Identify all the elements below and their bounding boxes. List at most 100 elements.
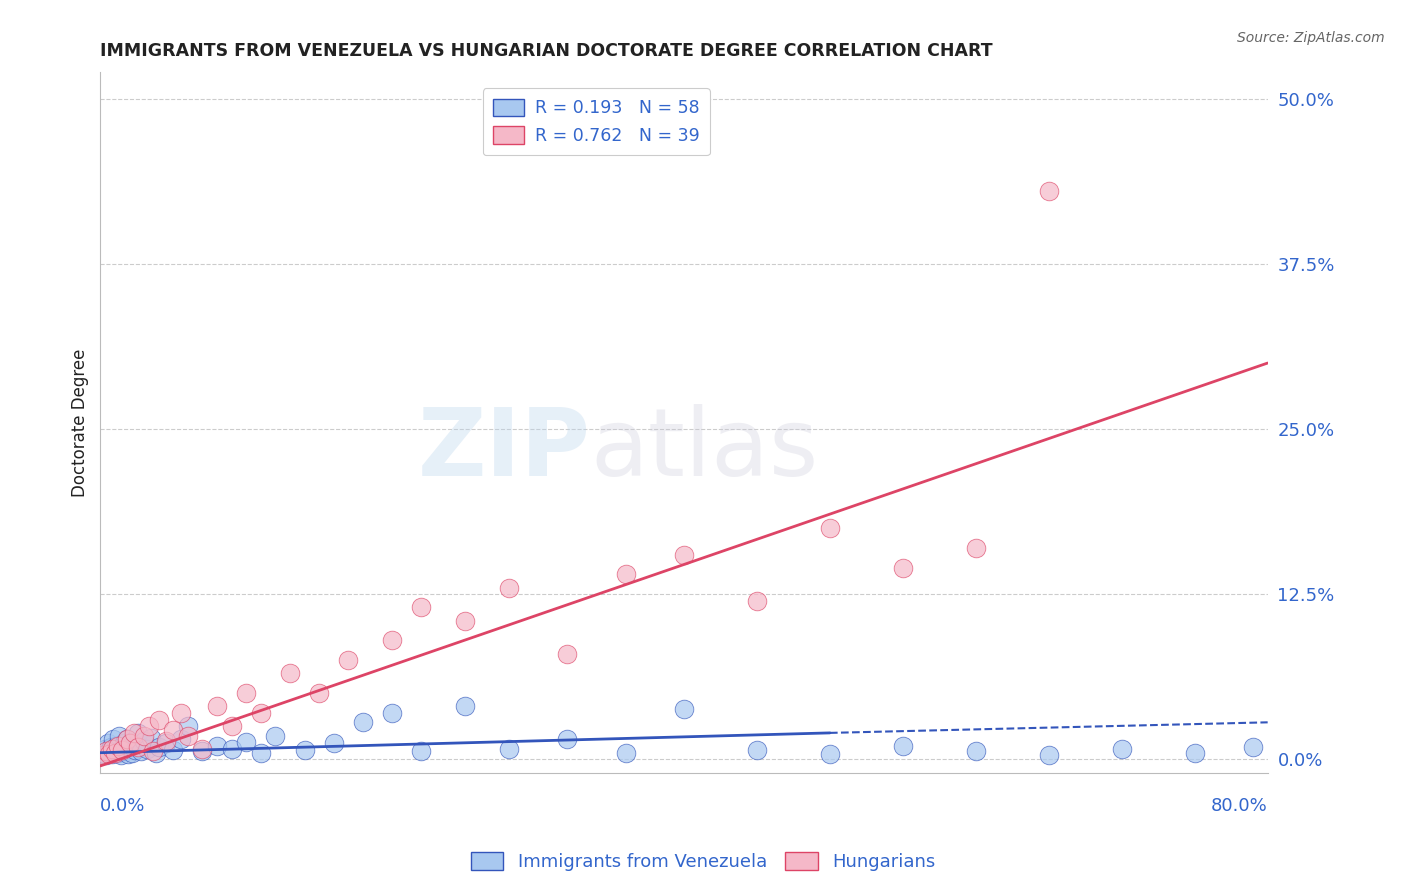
Legend: Immigrants from Venezuela, Hungarians: Immigrants from Venezuela, Hungarians <box>464 845 942 879</box>
Point <box>111 744 134 758</box>
Point <box>337 653 360 667</box>
Point <box>235 735 257 749</box>
Point <box>264 729 287 743</box>
Point <box>411 600 433 615</box>
Point <box>205 699 228 714</box>
Point <box>91 748 114 763</box>
Point <box>138 719 160 733</box>
Point <box>250 706 273 720</box>
Point <box>114 741 136 756</box>
Point <box>110 748 132 763</box>
Point <box>105 739 128 753</box>
Text: IMMIGRANTS FROM VENEZUELA VS HUNGARIAN DOCTORATE DEGREE CORRELATION CHART: IMMIGRANTS FROM VENEZUELA VS HUNGARIAN D… <box>100 42 993 60</box>
Point <box>121 746 143 760</box>
Point <box>111 743 134 757</box>
Point <box>155 734 177 748</box>
Point <box>98 744 121 758</box>
Point <box>162 723 184 738</box>
Point <box>129 744 152 758</box>
Point <box>322 736 344 750</box>
Point <box>169 706 191 720</box>
Point <box>148 713 170 727</box>
Point <box>177 719 200 733</box>
Point <box>96 744 118 758</box>
Text: 80.0%: 80.0% <box>1211 797 1268 815</box>
Point <box>818 747 841 761</box>
Point <box>127 740 149 755</box>
Point <box>98 747 121 761</box>
Point <box>93 741 115 756</box>
Point <box>1241 740 1264 755</box>
Point <box>118 740 141 755</box>
Point <box>454 699 477 714</box>
Point <box>103 732 125 747</box>
Point <box>454 614 477 628</box>
Point <box>104 743 127 757</box>
Point <box>1038 184 1060 198</box>
Point <box>672 548 695 562</box>
Point <box>122 726 145 740</box>
Y-axis label: Doctorate Degree: Doctorate Degree <box>72 348 89 497</box>
Point <box>250 746 273 760</box>
Point <box>107 746 129 760</box>
Point <box>97 736 120 750</box>
Text: atlas: atlas <box>591 404 818 497</box>
Point <box>1038 748 1060 763</box>
Point <box>91 746 114 760</box>
Text: ZIP: ZIP <box>418 404 591 497</box>
Point <box>745 743 768 757</box>
Point <box>117 747 139 761</box>
Text: 0.0%: 0.0% <box>100 797 146 815</box>
Legend: R = 0.193   N = 58, R = 0.762   N = 39: R = 0.193 N = 58, R = 0.762 N = 39 <box>482 88 710 155</box>
Point <box>134 729 156 743</box>
Point <box>136 741 159 756</box>
Point <box>148 740 170 755</box>
Point <box>381 633 404 648</box>
Point <box>177 729 200 743</box>
Point <box>205 739 228 753</box>
Point <box>134 734 156 748</box>
Point <box>1184 746 1206 760</box>
Point <box>352 715 374 730</box>
Text: Source: ZipAtlas.com: Source: ZipAtlas.com <box>1237 31 1385 45</box>
Point <box>555 732 578 747</box>
Point <box>107 739 129 753</box>
Point <box>104 746 127 760</box>
Point <box>294 743 316 757</box>
Point <box>115 732 138 747</box>
Point <box>891 561 914 575</box>
Point <box>965 541 987 555</box>
Point <box>100 740 122 755</box>
Point <box>115 732 138 747</box>
Point <box>555 647 578 661</box>
Point <box>745 594 768 608</box>
Point <box>965 744 987 758</box>
Point <box>101 747 124 761</box>
Point <box>498 581 520 595</box>
Point <box>118 736 141 750</box>
Point <box>155 736 177 750</box>
Point <box>614 567 637 582</box>
Point <box>145 746 167 760</box>
Point <box>141 731 163 746</box>
Point <box>221 741 243 756</box>
Point <box>614 746 637 760</box>
Point <box>1111 741 1133 756</box>
Point <box>120 735 142 749</box>
Point <box>191 741 214 756</box>
Point <box>125 738 148 752</box>
Point <box>112 736 135 750</box>
Point <box>162 743 184 757</box>
Point <box>818 521 841 535</box>
Point <box>127 726 149 740</box>
Point <box>381 706 404 720</box>
Point <box>142 744 165 758</box>
Point <box>169 732 191 747</box>
Point <box>101 741 124 756</box>
Point <box>891 739 914 753</box>
Point <box>278 666 301 681</box>
Point <box>191 744 214 758</box>
Point <box>108 729 131 743</box>
Point <box>498 741 520 756</box>
Point <box>96 748 118 763</box>
